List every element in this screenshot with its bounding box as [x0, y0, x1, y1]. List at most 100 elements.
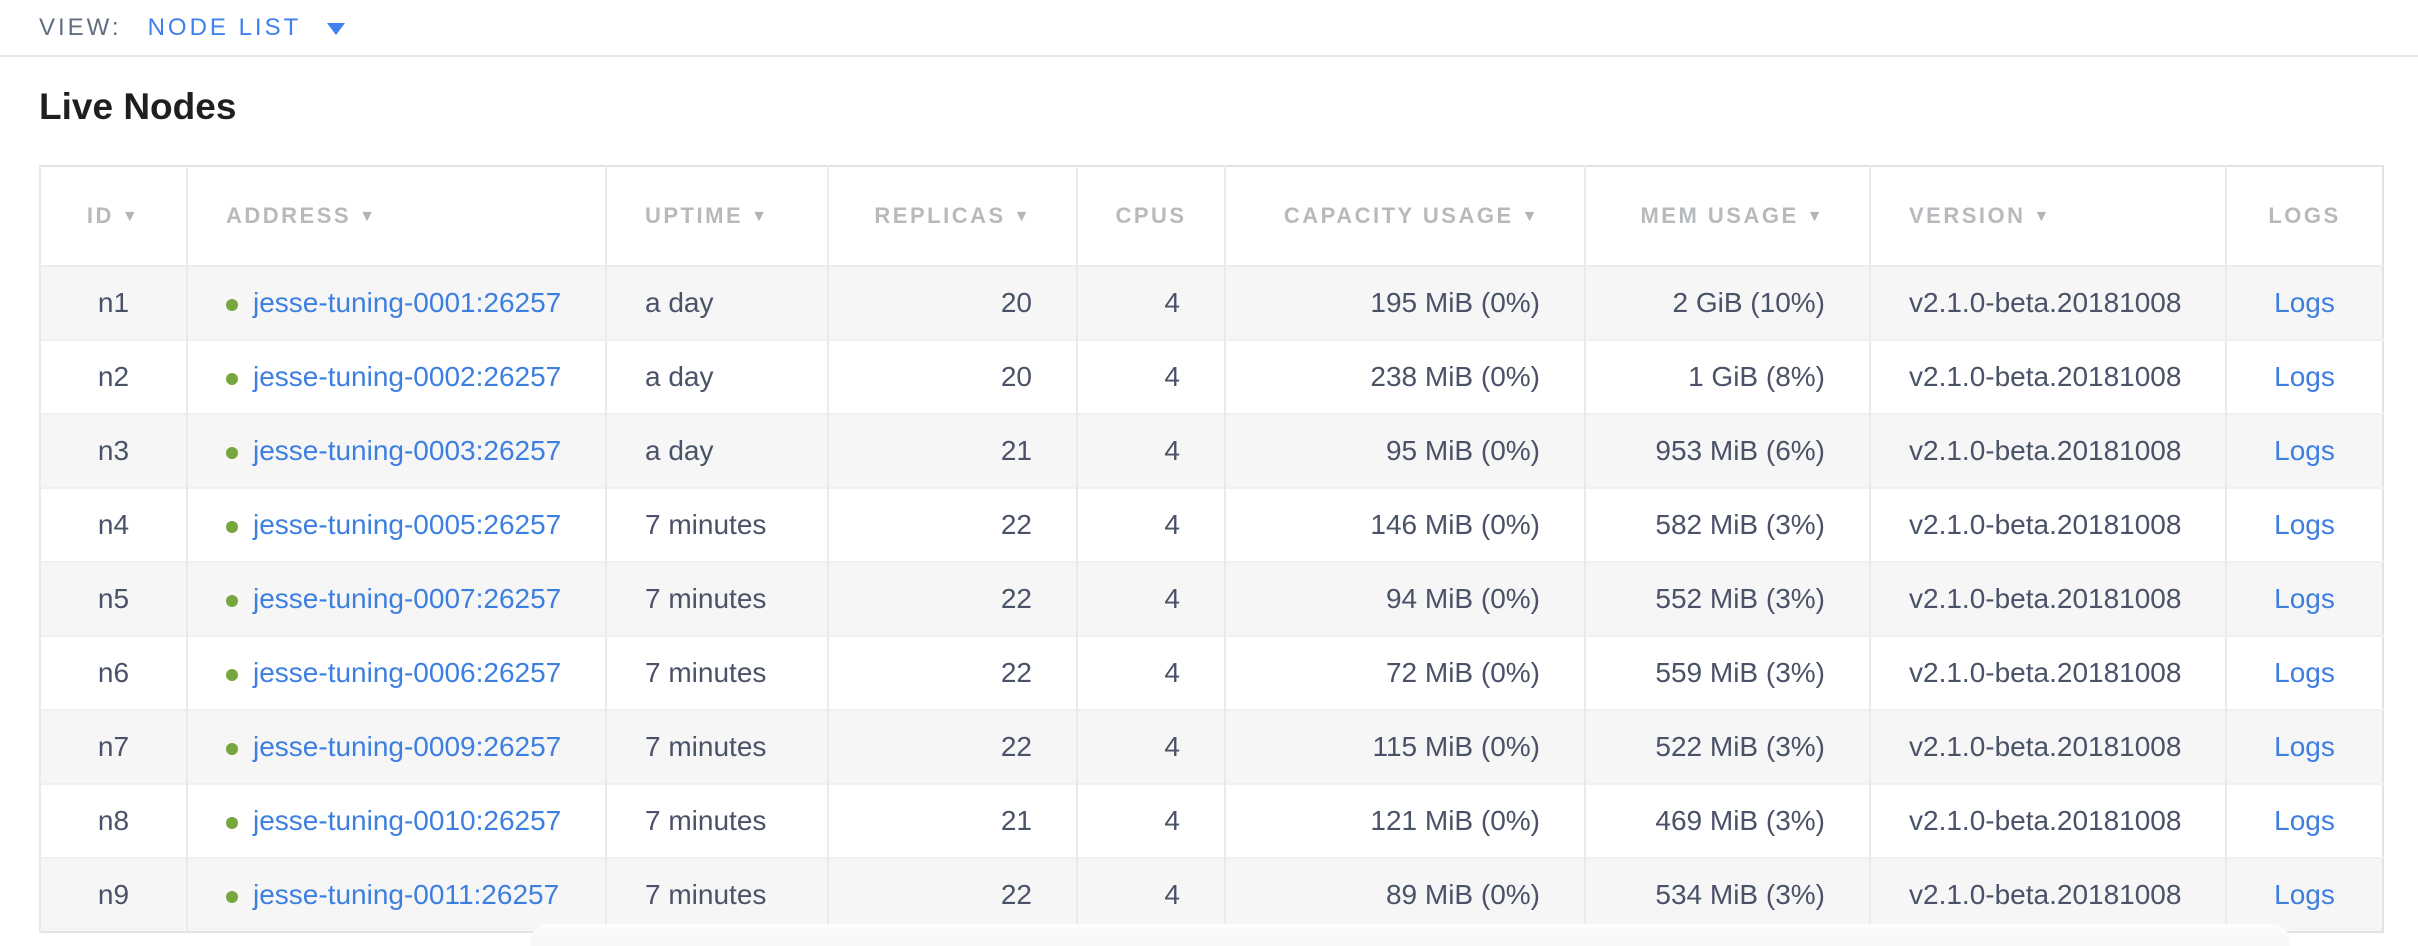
header-row: ID ▼ ADDRESS ▼ UPTIME ▼ REPLICAS ▼ CPUS CAPACITY …: [39, 166, 2383, 267]
column-label: LOGS: [2268, 203, 2341, 228]
page-title: Live Nodes: [39, 86, 237, 127]
view-dropdown-value: NODE LIST: [147, 13, 302, 41]
logs-link[interactable]: Logs: [2274, 879, 2335, 910]
cell-replicas: 22: [827, 709, 1077, 784]
view-label: VIEW:: [39, 13, 122, 41]
column-header-logs: LOGS: [2225, 166, 2383, 267]
live-status-dot-icon: [226, 594, 238, 607]
table-row: n7 jesse-tuning-0009:26257 7 minutes 22 4 115…: [39, 709, 2383, 784]
cell-replicas: 22: [827, 487, 1077, 562]
sort-desc-icon: ▼: [1521, 208, 1540, 225]
logs-link[interactable]: Logs: [2274, 361, 2335, 392]
column-header-mem[interactable]: MEM USAGE ▼: [1584, 166, 1870, 267]
cell-version: v2.1.0-beta.20181008: [1869, 635, 2226, 710]
cell-address: jesse-tuning-0007:26257: [186, 561, 606, 636]
table-body: n1 jesse-tuning-0001:26257 a day 20 4 195 MiB…: [39, 265, 2383, 932]
sort-desc-icon: ▼: [1806, 208, 1825, 225]
node-address-link[interactable]: jesse-tuning-0011:26257: [253, 879, 560, 910]
table-row: n8 jesse-tuning-0010:26257 7 minutes 21 4 121…: [39, 783, 2383, 858]
column-label: CAPACITY USAGE: [1283, 203, 1514, 228]
cell-id: n5: [39, 561, 187, 636]
node-address-link[interactable]: jesse-tuning-0003:26257: [253, 435, 562, 466]
cell-id: n3: [39, 413, 187, 488]
node-address-link[interactable]: jesse-tuning-0009:26257: [253, 731, 562, 762]
column-label: UPTIME: [645, 203, 744, 228]
column-label: CPUS: [1115, 203, 1187, 228]
cell-id: n1: [39, 265, 187, 340]
cell-version: v2.1.0-beta.20181008: [1869, 857, 2226, 932]
cell-logs: Logs: [2225, 635, 2383, 710]
cell-uptime: 7 minutes: [605, 561, 828, 636]
cell-id: n2: [39, 339, 187, 414]
cell-address: jesse-tuning-0006:26257: [186, 635, 606, 710]
cell-cpus: 4: [1076, 487, 1225, 562]
cell-logs: Logs: [2225, 561, 2383, 636]
cell-capacity: 195 MiB (0%): [1224, 265, 1585, 340]
column-header-uptime[interactable]: UPTIME ▼: [605, 166, 828, 267]
cell-mem: 522 MiB (3%): [1584, 709, 1870, 784]
sort-desc-icon: ▼: [121, 208, 141, 225]
sort-desc-icon: ▼: [2033, 208, 2052, 225]
logs-link[interactable]: Logs: [2274, 435, 2335, 466]
cell-capacity: 121 MiB (0%): [1224, 783, 1585, 858]
live-status-dot-icon: [226, 742, 238, 755]
cell-mem: 559 MiB (3%): [1584, 635, 1870, 710]
cell-logs: Logs: [2225, 413, 2383, 488]
cell-address: jesse-tuning-0002:26257: [186, 339, 606, 414]
logs-link[interactable]: Logs: [2274, 509, 2335, 540]
cell-cpus: 4: [1076, 709, 1225, 784]
cell-uptime: 7 minutes: [605, 783, 828, 858]
cell-mem: 534 MiB (3%): [1584, 857, 1870, 932]
live-status-dot-icon: [226, 668, 238, 681]
column-header-replicas[interactable]: REPLICAS ▼: [827, 166, 1077, 267]
cell-version: v2.1.0-beta.20181008: [1869, 709, 2226, 784]
cell-capacity: 115 MiB (0%): [1224, 709, 1585, 784]
cell-address: jesse-tuning-0001:26257: [186, 265, 606, 340]
cell-uptime: a day: [605, 265, 828, 340]
cell-replicas: 22: [827, 561, 1077, 636]
cell-cpus: 4: [1076, 857, 1225, 932]
cell-logs: Logs: [2225, 857, 2383, 932]
logs-link[interactable]: Logs: [2274, 805, 2335, 836]
cell-uptime: a day: [605, 413, 828, 488]
column-header-version[interactable]: VERSION ▼: [1869, 166, 2226, 267]
node-address-link[interactable]: jesse-tuning-0005:26257: [253, 509, 562, 540]
cell-uptime: 7 minutes: [605, 857, 828, 932]
cell-id: n6: [39, 635, 187, 710]
logs-link[interactable]: Logs: [2274, 657, 2335, 688]
cell-capacity: 89 MiB (0%): [1224, 857, 1585, 932]
column-header-id[interactable]: ID ▼: [39, 166, 187, 267]
live-status-dot-icon: [226, 816, 238, 829]
logs-link[interactable]: Logs: [2274, 287, 2335, 318]
column-header-cpus: CPUS: [1076, 166, 1225, 267]
live-status-dot-icon: [226, 372, 238, 385]
column-header-address[interactable]: ADDRESS ▼: [186, 166, 606, 267]
cell-uptime: 7 minutes: [605, 709, 828, 784]
live-status-dot-icon: [226, 446, 238, 459]
node-address-link[interactable]: jesse-tuning-0002:26257: [253, 361, 562, 392]
cell-id: n7: [39, 709, 187, 784]
cell-capacity: 94 MiB (0%): [1224, 561, 1585, 636]
node-address-link[interactable]: jesse-tuning-0007:26257: [253, 583, 562, 614]
cell-uptime: 7 minutes: [605, 487, 828, 562]
cell-id: n8: [39, 783, 187, 858]
cell-cpus: 4: [1076, 413, 1225, 488]
cell-logs: Logs: [2225, 265, 2383, 340]
node-address-link[interactable]: jesse-tuning-0010:26257: [253, 805, 562, 836]
cell-uptime: a day: [605, 339, 828, 414]
view-dropdown[interactable]: NODE LIST: [148, 14, 346, 42]
cell-replicas: 21: [827, 413, 1077, 488]
table-row: n1 jesse-tuning-0001:26257 a day 20 4 195 MiB…: [39, 265, 2383, 340]
logs-link[interactable]: Logs: [2274, 583, 2335, 614]
cell-capacity: 146 MiB (0%): [1224, 487, 1585, 562]
live-nodes-table: ID ▼ ADDRESS ▼ UPTIME ▼ REPLICAS ▼ CPUS CAPACITY …: [39, 165, 2384, 933]
cell-capacity: 238 MiB (0%): [1224, 339, 1585, 414]
cell-version: v2.1.0-beta.20181008: [1869, 561, 2226, 636]
node-address-link[interactable]: jesse-tuning-0006:26257: [253, 657, 562, 688]
logs-link[interactable]: Logs: [2274, 731, 2335, 762]
node-address-link[interactable]: jesse-tuning-0001:26257: [253, 287, 562, 318]
column-header-capacity[interactable]: CAPACITY USAGE ▼: [1224, 166, 1585, 267]
cell-address: jesse-tuning-0005:26257: [186, 487, 606, 562]
next-section-shadow: [530, 924, 2290, 946]
cell-replicas: 20: [827, 339, 1077, 414]
